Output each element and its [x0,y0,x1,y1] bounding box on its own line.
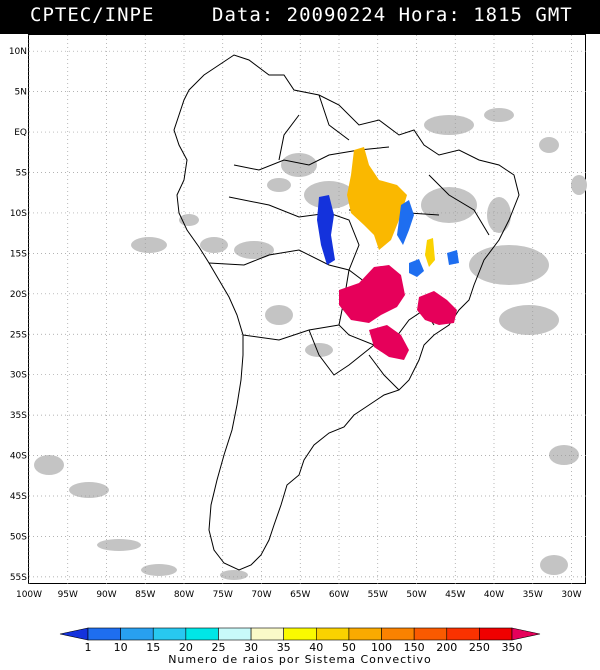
colorbar-cell [250,627,284,641]
lat-tick-label: 25S [10,330,27,340]
lon-tick-label: 55W [368,590,388,600]
colorbar-tick-label: 25 [211,641,225,654]
colorbar-cell [381,627,415,641]
colorbar-cell [446,627,480,641]
lat-tick-label: 45S [10,492,27,502]
lon-tick-label: 75W [213,590,233,600]
colorbar-tick-label: 20 [179,641,193,654]
system-blue-center [397,200,414,245]
lat-tick-label: 55S [10,573,27,583]
map-panel: 10N 5N EQ 5S 10S 15S 20S 25S 30S 35S 40S 45S 50S 55S … [9,34,587,600]
system-blue-small [409,259,424,277]
title-bar: CPTEC/INPE Data: 20090224 Hora: 1815 GMT [0,0,600,34]
colorbar-cell [185,627,219,641]
colorbar-tick-label: 35 [277,641,291,654]
colorbar-arrow-high [511,627,541,641]
lon-tick-label: 70W [251,590,271,600]
colorbar-cell [152,627,187,641]
colorbar-tick-label: 150 [404,641,425,654]
lon-tick-label: 85W [135,590,155,600]
colorbar-arrow-low [59,627,89,641]
lat-tick-label: 35S [10,411,27,421]
colorbar-tick-label: 100 [371,641,392,654]
convective-systems [317,147,459,360]
longitude-labels: 100W 95W 90W 85W 80W 75W 70W 65W 60W 55W 50W 45W 40W… [16,590,582,600]
map-canvas: 10N5NEQ5S10S15S20S25S30S35S40S45S50S55S … [9,35,587,600]
datetime-label: Data: 20090224 Hora: 1815 GMT [212,4,573,26]
lon-tick-label: 45W [445,590,465,600]
colorbar-tick-label: 350 [502,641,523,654]
lon-tick-label: 100W [16,590,42,600]
colorbar-cell [120,627,154,641]
lat-tick-label: 10S [10,209,27,219]
colorbar-tick-label: 15 [146,641,160,654]
lat-tick-label: 5S [16,169,28,179]
cloud-cover [34,108,587,580]
colorbar-cell [87,627,121,641]
system-magenta-east [417,291,457,325]
lon-tick-label: 50W [406,590,426,600]
colorbar-tick-label: 200 [436,641,457,654]
colorbar-cell [348,627,382,641]
colorbar-tick-label: 250 [469,641,490,654]
graticule [28,35,587,585]
system-blue-east [447,250,459,265]
colorbar-tick-label: 1 [85,641,92,654]
system-yellow-east [425,238,435,267]
lat-tick-label: 40S [10,452,27,462]
system-blue-west [317,195,335,265]
colorbar-tick-label: 10 [114,641,128,654]
colorbar-tick-label: 50 [342,641,356,654]
colorbar-cell [413,627,448,641]
legend-caption: Numero de raios por Sistema Convectivo [168,653,432,666]
colorbar-cell [479,627,513,641]
latitude-labels: 10N 5N EQ 5S 10S 15S 20S 25S 30S 35S 40S 45S 50S 55S [9,47,27,583]
lat-tick-label: 20S [10,290,27,300]
lat-tick-label: 15S [10,249,27,259]
system-magenta-center [339,265,405,323]
lon-tick-label: 35W [523,590,543,600]
colorbar-tick-label: 40 [309,641,323,654]
source-label: CPTEC/INPE [30,4,155,26]
lon-tick-label: 90W [96,590,116,600]
colorbar-cell [316,627,350,641]
lon-tick-label: 95W [58,590,78,600]
lat-tick-label: 30S [10,371,27,381]
lon-tick-label: 40W [484,590,504,600]
system-orange [347,147,407,250]
lon-tick-label: 30W [561,590,581,600]
lon-tick-label: 65W [290,590,310,600]
colorbar-cell [218,627,252,641]
colorbar-cell [283,627,317,641]
system-magenta-south [369,325,409,360]
lat-tick-label: EQ [14,128,27,138]
lat-tick-label: 50S [10,532,27,542]
colorbar-tick-label: 30 [244,641,258,654]
lat-tick-label: 10N [9,47,27,57]
lat-tick-label: 5N [15,88,27,98]
lon-tick-label: 80W [174,590,194,600]
lon-tick-label: 60W [329,590,349,600]
